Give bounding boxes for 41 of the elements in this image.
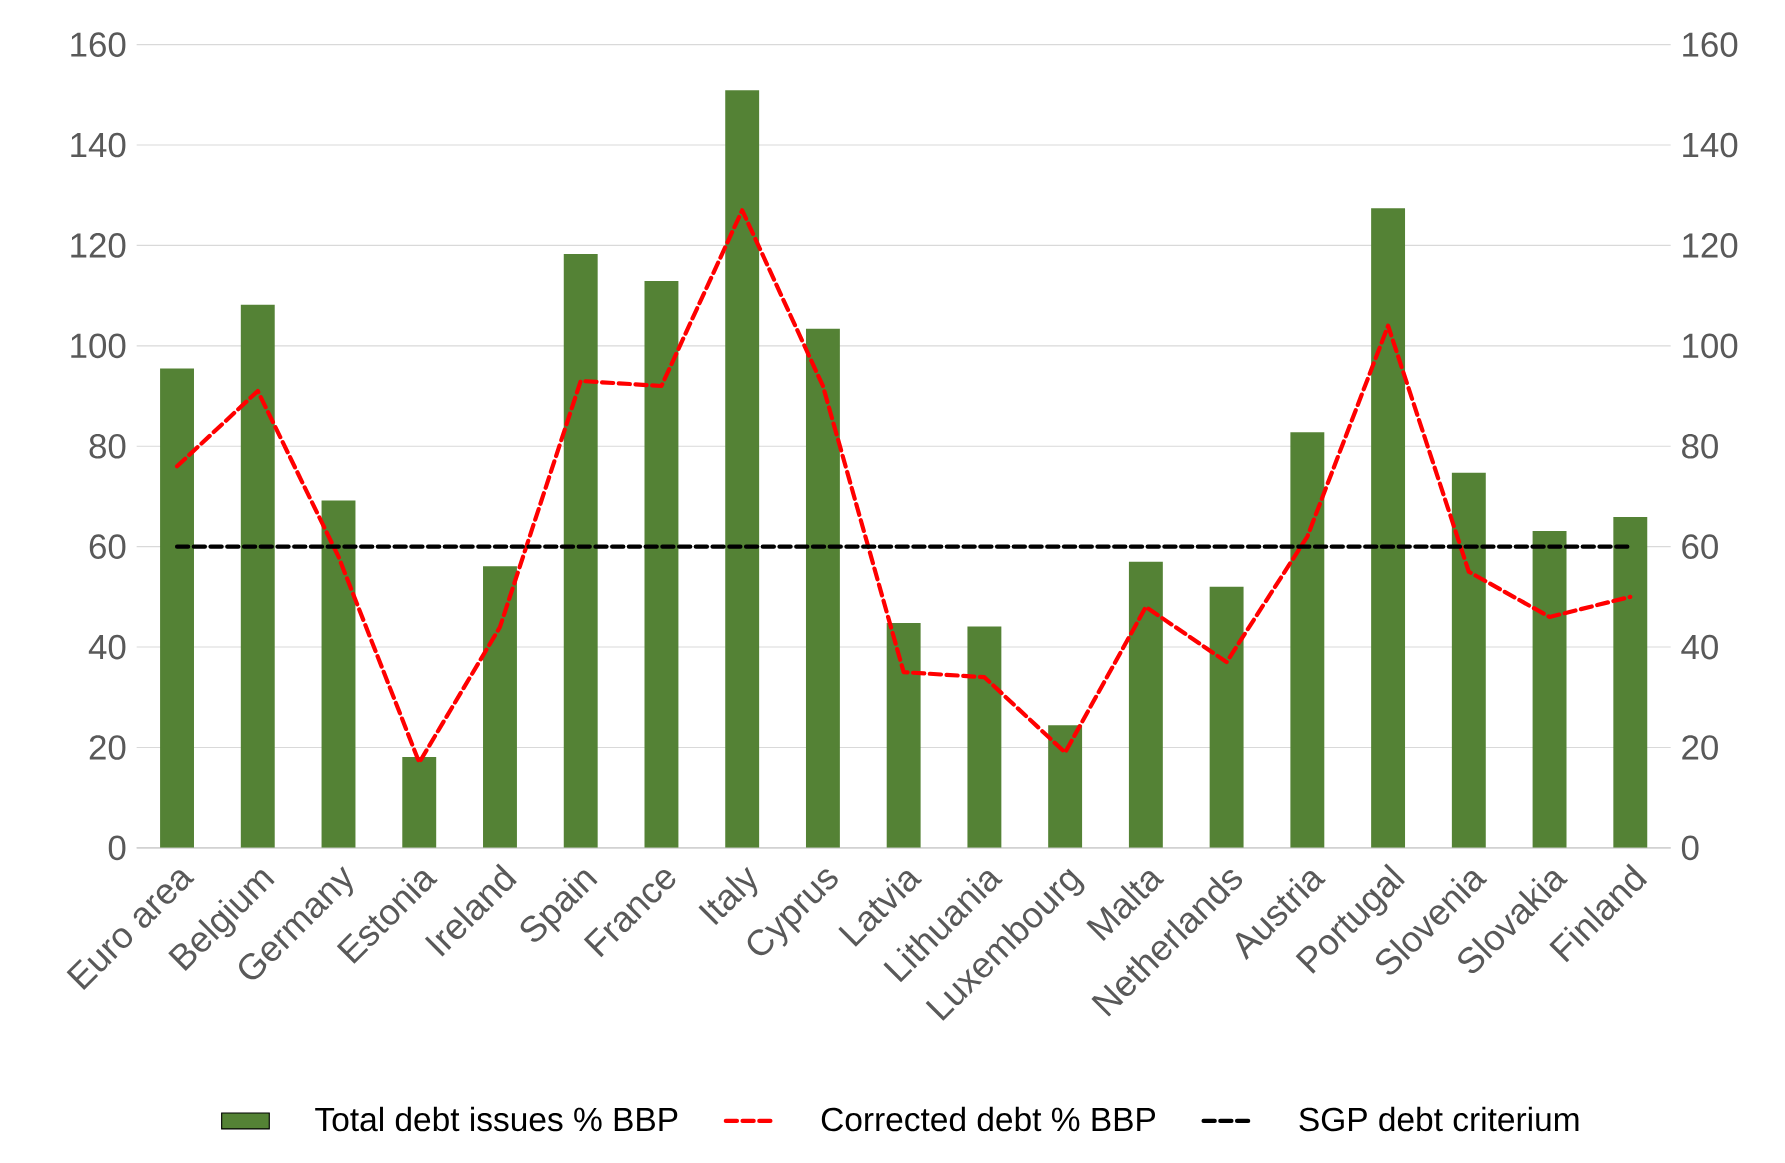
legend-label: Total debt issues % BBP [315,1106,678,1132]
y-tick-label: 20 [89,735,126,760]
y-tick-label: 100 [71,333,126,359]
bar [805,328,840,848]
bar [483,566,517,848]
y2-tick-label: 100 [1683,333,1738,359]
y2-tick-label: 40 [1681,634,1718,660]
y-tick-label: 40 [88,634,126,660]
line-series [174,208,1633,765]
y-tick-label: 60 [89,534,126,559]
y-tick-label: 160 [71,32,126,57]
bar [1128,561,1163,848]
bar [1451,472,1486,848]
bar [402,756,437,848]
bar [321,500,356,848]
bar [967,626,1002,848]
y-tick-label: 120 [71,233,126,258]
bar [1613,517,1648,848]
y-tick-label: 140 [71,132,126,158]
bar [563,253,598,848]
bar [1209,586,1244,848]
bar [1048,725,1083,848]
bar [886,622,921,848]
bar [240,304,275,848]
bar [644,281,679,848]
y2-tick-label: 0 [1681,835,1699,861]
bar [160,368,194,848]
legend-label: SGP debt criterium [1299,1106,1579,1132]
y2-tick-label: 120 [1683,233,1738,258]
y2-tick-label: 160 [1683,32,1738,57]
y2-tick-label: 80 [1682,433,1718,459]
bar [725,90,760,848]
y-tick-label: 80 [89,433,126,459]
legend-label: Corrected debt % BBP [821,1106,1156,1132]
y2-tick-label: 60 [1682,534,1718,559]
bar [1290,432,1325,848]
bar [1532,531,1567,848]
y2-tick-label: 140 [1683,132,1738,158]
bar [1371,208,1406,848]
y2-tick-label: 20 [1682,735,1718,760]
y-tick-label: 0 [108,835,126,861]
